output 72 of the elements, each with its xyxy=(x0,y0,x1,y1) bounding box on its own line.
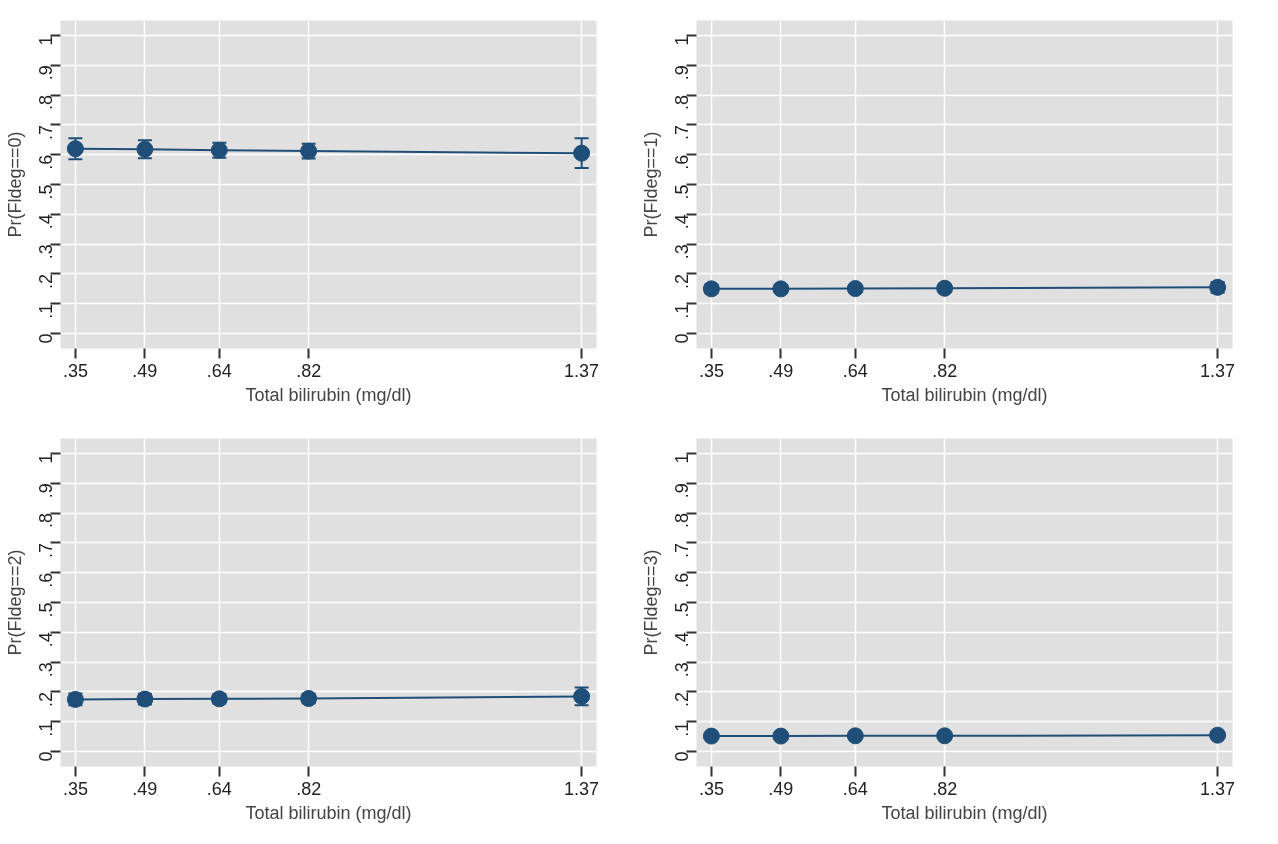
x-axis-title: Total bilirubin (mg/dl) xyxy=(245,384,412,405)
y-tick-label: .5 xyxy=(672,184,692,200)
x-tick-label: .49 xyxy=(768,360,794,381)
y-tick-label: .6 xyxy=(36,154,56,170)
y-tick-label: .1 xyxy=(672,721,692,737)
y-axis-title: Pr(Fldeg==2) xyxy=(4,549,25,656)
y-tick-label: .8 xyxy=(672,513,692,529)
y-tick-label: .4 xyxy=(672,632,692,648)
x-axis-title: Total bilirubin (mg/dl) xyxy=(881,802,1048,823)
y-tick-label: .9 xyxy=(36,483,56,499)
y-tick-label: .7 xyxy=(672,542,692,558)
y-tick-label: 1 xyxy=(672,453,692,464)
x-tick-label: .82 xyxy=(932,778,958,799)
x-tick-label: 1.37 xyxy=(1200,360,1236,381)
y-tick-label: .8 xyxy=(672,95,692,111)
y-tick-label: .2 xyxy=(672,273,692,289)
y-tick-label: .7 xyxy=(36,124,56,140)
y-tick-label: .4 xyxy=(36,632,56,648)
y-tick-label: 1 xyxy=(36,35,56,46)
y-tick-label: .6 xyxy=(672,572,692,588)
y-tick-label: .9 xyxy=(36,65,56,81)
x-tick-label: 1.37 xyxy=(564,360,600,381)
y-tick-label: 0 xyxy=(36,751,56,762)
x-tick-label: .49 xyxy=(132,778,158,799)
y-tick-label: .3 xyxy=(672,244,692,260)
y-tick-label: 0 xyxy=(36,333,56,344)
y-tick-label: 1 xyxy=(672,35,692,46)
y-tick-label: .7 xyxy=(36,542,56,558)
y-tick-label: 0 xyxy=(672,333,692,344)
y-tick-label: .2 xyxy=(36,273,56,289)
y-tick-label: .4 xyxy=(36,214,56,230)
y-tick-label: 1 xyxy=(36,453,56,464)
x-tick-label: .49 xyxy=(132,360,158,381)
y-tick-label: .5 xyxy=(36,602,56,618)
x-tick-label: .82 xyxy=(296,778,322,799)
y-tick-label: .1 xyxy=(36,721,56,737)
x-tick-label: .35 xyxy=(698,778,724,799)
x-tick-label: .49 xyxy=(768,778,794,799)
x-tick-label: .82 xyxy=(932,360,958,381)
y-tick-label: .5 xyxy=(672,602,692,618)
y-tick-label: .4 xyxy=(672,214,692,230)
y-tick-label: .3 xyxy=(36,662,56,678)
x-tick-label: .64 xyxy=(842,360,868,381)
y-axis-title: Pr(Fldeg==3) xyxy=(640,549,661,656)
x-tick-label: .35 xyxy=(62,778,88,799)
y-tick-label: .3 xyxy=(36,244,56,260)
y-axis-title: Pr(Fldeg==0) xyxy=(4,131,25,238)
x-tick-label: .82 xyxy=(296,360,322,381)
x-tick-label: .64 xyxy=(842,778,868,799)
x-tick-label: 1.37 xyxy=(564,778,600,799)
y-tick-label: 0 xyxy=(672,751,692,762)
y-tick-label: .9 xyxy=(672,483,692,499)
x-tick-label: .64 xyxy=(206,778,232,799)
y-tick-label: .9 xyxy=(672,65,692,81)
x-tick-label: .35 xyxy=(698,360,724,381)
y-tick-label: .8 xyxy=(36,513,56,529)
y-tick-label: .8 xyxy=(36,95,56,111)
y-tick-label: .6 xyxy=(36,572,56,588)
y-tick-label: .6 xyxy=(672,154,692,170)
y-tick-label: .1 xyxy=(672,303,692,319)
x-tick-label: 1.37 xyxy=(1200,778,1236,799)
x-tick-label: .64 xyxy=(206,360,232,381)
y-tick-label: .2 xyxy=(36,691,56,707)
x-tick-label: .35 xyxy=(62,360,88,381)
y-tick-label: .1 xyxy=(36,303,56,319)
x-axis-title: Total bilirubin (mg/dl) xyxy=(245,802,412,823)
y-tick-label: .5 xyxy=(36,184,56,200)
y-axis-title: Pr(Fldeg==1) xyxy=(640,131,661,238)
y-tick-label: .7 xyxy=(672,124,692,140)
x-axis-title: Total bilirubin (mg/dl) xyxy=(881,384,1048,405)
y-tick-label: .2 xyxy=(672,691,692,707)
y-tick-label: .3 xyxy=(672,662,692,678)
